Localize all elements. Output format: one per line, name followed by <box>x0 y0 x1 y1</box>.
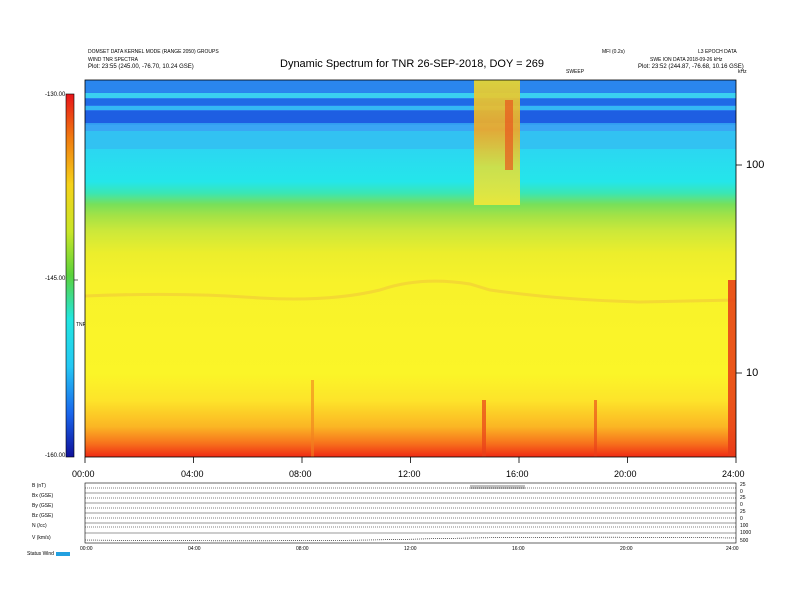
header-right-line1: MFI (0.2s) <box>602 49 625 55</box>
colorbar-bottom-label: -160.00 <box>45 453 66 459</box>
panel-right-label-2: 0 <box>740 489 743 495</box>
trace-v <box>84 536 737 542</box>
panel-right-label-6: 0 <box>740 516 743 522</box>
panel-time-2000: 20:00 <box>620 546 633 552</box>
panel-time-0800: 08:00 <box>296 546 309 552</box>
time-tick-0000: 00:00 <box>72 469 95 479</box>
panel-label-b: B (nT) <box>32 483 46 489</box>
colorbar-top-label: -130.00 <box>45 92 66 98</box>
band-stripe-4 <box>85 111 736 123</box>
panel-label-n: N (/cc) <box>32 523 47 529</box>
header-right-line4: Plot: 23:52 (244.87, -76.68, 10.16 GSE) <box>638 64 744 70</box>
panel-label-v: V (km/s) <box>32 535 51 541</box>
panel-right-label-8: 1000 <box>740 530 752 536</box>
panel-right-label-5: 25 <box>740 509 746 515</box>
panel-right-label-3: 25 <box>740 495 746 501</box>
band-stripe-1 <box>85 93 736 98</box>
time-tick-0800: 08:00 <box>289 469 312 479</box>
panel-time-1200: 12:00 <box>404 546 417 552</box>
streak-0830 <box>311 380 314 457</box>
colorbar-unit: TNR <box>76 322 87 328</box>
panel-time-1600: 16:00 <box>512 546 525 552</box>
time-tick-2000: 20:00 <box>614 469 637 479</box>
freq-tick-10: 10 <box>746 367 759 379</box>
header-left-line2: WIND TNR SPECTRA <box>88 57 138 63</box>
panel-footer-status: Status Wind <box>27 551 54 557</box>
time-tick-1600: 16:00 <box>506 469 529 479</box>
streak-1900 <box>594 400 597 457</box>
panel-right-label-4: 0 <box>740 502 743 508</box>
freq-unit-label: kHz <box>738 69 747 75</box>
band-top <box>85 80 736 92</box>
panel-time-0000: 00:00 <box>80 546 93 552</box>
colorbar <box>65 93 75 458</box>
spectrogram <box>85 80 736 457</box>
panel-right-label-1: 25 <box>740 482 746 488</box>
panel-time-0400: 04:00 <box>188 546 201 552</box>
colorbar-mid-label: -145.00 <box>45 276 66 282</box>
header-right-line2: L3 EPOCH DATA <box>698 49 737 55</box>
header-left-line3: Plot: 23:55 (245.00, -76.70, 10.24 GSE) <box>88 64 194 70</box>
burst-core <box>505 100 513 170</box>
streak-1500 <box>482 400 486 457</box>
status-bar-indicator <box>56 552 70 556</box>
chart-title: Dynamic Spectrum for TNR 26-SEP-2018, DO… <box>280 58 545 70</box>
time-tick-0400: 04:00 <box>181 469 204 479</box>
panel-label-by: By (GSE) <box>32 503 54 509</box>
sweep-annotation: SWEEP <box>566 69 585 75</box>
right-edge-emission <box>728 280 736 457</box>
panel-right-label-9: 500 <box>740 538 749 544</box>
solar-wind-panels <box>84 482 737 544</box>
band-stripe-6 <box>85 131 736 149</box>
time-tick-2400: 24:00 <box>722 469 745 479</box>
type-iii-burst <box>474 80 520 205</box>
panel-right-label-7: 100 <box>740 523 749 529</box>
time-tick-marks <box>84 457 737 463</box>
header-right-line3: SWE ION DATA 2018-09-26 kHz <box>650 57 723 63</box>
time-tick-1200: 12:00 <box>398 469 421 479</box>
header-left-line1: DOMSET DATA KERNEL MODE (RANGE 2050) GRO… <box>88 49 219 55</box>
panel-label-bx: Bx (GSE) <box>32 493 54 499</box>
emission-ridge <box>85 279 736 304</box>
band-stripe-2 <box>85 99 736 105</box>
band-stripe-5 <box>85 125 736 131</box>
panel-label-bz: Bz (GSE) <box>32 513 54 519</box>
band-stripe-3 <box>85 106 736 110</box>
burst-marker <box>470 485 525 489</box>
panel-time-2400: 24:00 <box>726 546 739 552</box>
freq-tick-100: 100 <box>746 159 765 171</box>
